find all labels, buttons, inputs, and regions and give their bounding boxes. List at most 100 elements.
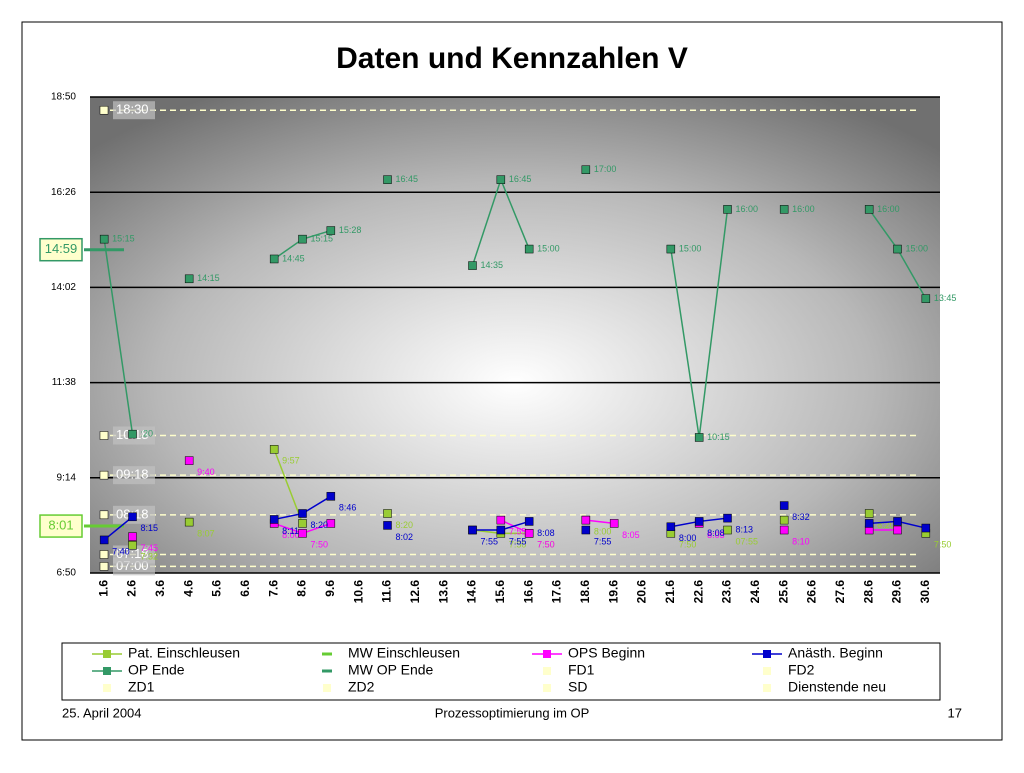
- point-marker: [723, 513, 732, 523]
- data-label: 7:32: [141, 552, 159, 562]
- legend-marker: [323, 684, 331, 692]
- reference-label-box: [113, 545, 155, 564]
- point-marker: [524, 244, 534, 254]
- average-label: 14:59: [45, 241, 78, 256]
- x-tick-label: 9.6: [323, 580, 337, 597]
- y-tick-label: 9:14: [57, 472, 77, 483]
- data-label: 13:45: [934, 293, 957, 303]
- data-label: 7:50: [509, 540, 527, 550]
- legend-marker: [543, 684, 551, 692]
- data-label: 8:05: [622, 530, 640, 540]
- average-label-box: [39, 237, 83, 262]
- x-tick-label: 4.6: [181, 580, 195, 597]
- point-marker: [694, 433, 704, 442]
- legend-marker: [763, 684, 771, 692]
- point-marker: [921, 523, 931, 533]
- point-marker: [893, 525, 902, 535]
- data-label: 7:55: [594, 536, 612, 546]
- reference-label: 07:18: [116, 546, 149, 561]
- x-tick-label: 10.6: [351, 580, 365, 604]
- point-marker: [468, 261, 477, 270]
- point-marker: [269, 515, 279, 524]
- data-label: 16:45: [396, 174, 419, 184]
- data-label: 7:45: [141, 543, 159, 553]
- point-marker: [383, 175, 392, 184]
- page-number: 17: [948, 705, 962, 720]
- data-label: 14:35: [481, 260, 504, 270]
- reference-label-box: [113, 466, 155, 485]
- average-label-box: [39, 514, 83, 538]
- data-label: 8:00: [679, 533, 697, 543]
- data-label: 8:20: [396, 520, 414, 530]
- point-marker: [893, 244, 902, 254]
- point-marker: [128, 512, 137, 522]
- x-tick-label: 19.6: [606, 580, 620, 604]
- data-label: :20: [141, 429, 154, 439]
- data-label: 15:00: [679, 243, 702, 253]
- point-marker: [468, 525, 477, 535]
- data-label: 7:50: [679, 540, 697, 550]
- point-marker: [666, 244, 676, 254]
- legend-label: ZD1: [128, 679, 155, 695]
- legend-label: Pat. Einschleusen: [128, 645, 240, 661]
- data-label: 16:00: [736, 204, 759, 214]
- data-label: 9:40: [197, 467, 215, 477]
- x-tick-label: 20.6: [635, 580, 649, 604]
- legend-marker: [543, 650, 551, 658]
- point-marker: [524, 517, 534, 526]
- data-label: 8:07: [197, 528, 215, 538]
- x-tick-label: 22.6: [691, 580, 705, 604]
- x-tick-label: 26.6: [805, 580, 819, 604]
- chart-title: Daten und Kennzahlen V: [336, 42, 688, 75]
- point-marker: [99, 535, 109, 545]
- point-marker: [496, 515, 506, 525]
- x-tick-label: 13.6: [436, 580, 450, 604]
- point-marker: [779, 515, 789, 525]
- point-marker: [269, 254, 279, 264]
- data-label: 8:00: [282, 530, 300, 540]
- legend-label: Dienstende neu: [788, 679, 886, 695]
- point-marker: [496, 175, 506, 184]
- legend-marker: [103, 650, 111, 658]
- point-marker: [99, 234, 109, 244]
- x-tick-label: 28.6: [861, 580, 875, 604]
- point-marker: [496, 525, 506, 535]
- x-tick-label: 7.6: [266, 580, 280, 597]
- x-tick-label: 27.6: [833, 580, 847, 604]
- point-marker: [326, 519, 336, 528]
- reference-marker: [99, 510, 109, 520]
- legend-label: ZD2: [348, 679, 375, 695]
- point-marker: [723, 525, 732, 535]
- y-tick-label: 14:02: [51, 282, 76, 293]
- footer-title: Prozessoptimierung im OP: [435, 705, 590, 720]
- data-label: 8:46: [339, 503, 357, 513]
- data-label: 14:45: [282, 253, 305, 263]
- point-marker: [184, 517, 194, 527]
- data-label: 15:15: [311, 234, 334, 244]
- reference-marker: [99, 105, 109, 115]
- x-tick-label: 12.6: [408, 580, 422, 604]
- data-label: 8:20: [311, 520, 329, 530]
- point-marker: [723, 205, 732, 214]
- data-label: 8:10: [792, 536, 810, 546]
- point-marker: [184, 456, 194, 465]
- x-tick-label: 1.6: [96, 580, 110, 597]
- legend-marker: [103, 667, 111, 675]
- legend-marker: [103, 684, 111, 692]
- legend-label: FD2: [788, 662, 815, 678]
- point-marker: [666, 522, 676, 531]
- reference-marker: [99, 562, 109, 571]
- x-tick-label: 3.6: [153, 580, 167, 597]
- x-tick-label: 29.6: [890, 580, 904, 604]
- x-tick-label: 17.6: [550, 580, 564, 604]
- legend-label: SD: [568, 679, 587, 695]
- data-label: 17:00: [594, 164, 617, 174]
- average-label: 8:01: [48, 517, 73, 532]
- reference-label-box: [113, 101, 155, 120]
- x-tick-label: 15.6: [493, 580, 507, 604]
- x-tick-label: 8.6: [295, 580, 309, 597]
- legend-label: OP Ende: [128, 662, 185, 678]
- point-marker: [864, 519, 874, 528]
- legend-marker: [763, 650, 771, 658]
